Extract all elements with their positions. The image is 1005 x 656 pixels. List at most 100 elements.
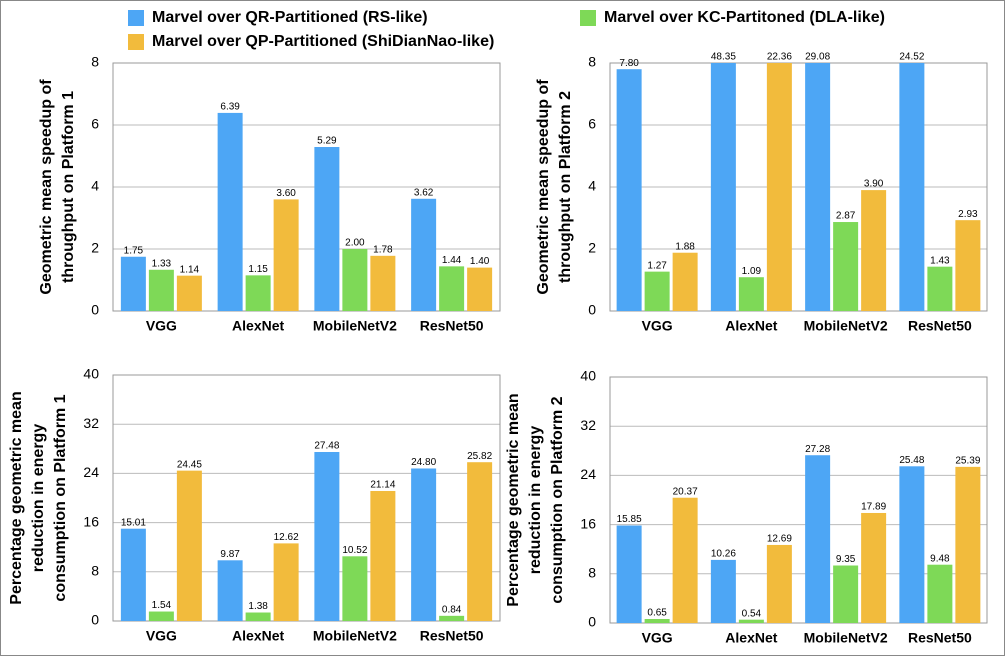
bar — [833, 565, 859, 623]
y-axis-label: consumption on Platform 1 — [52, 394, 69, 601]
bar — [738, 619, 764, 623]
value-label: 0.84 — [442, 604, 462, 615]
value-label: 1.33 — [152, 258, 172, 269]
y-axis-label: throughput on Platform 1 — [60, 91, 77, 283]
value-label: 22.36 — [767, 52, 792, 63]
bar — [738, 277, 764, 311]
bar — [273, 199, 299, 311]
value-label: 1.78 — [373, 244, 393, 255]
bar — [805, 455, 831, 623]
x-tick-label: ResNet50 — [420, 318, 484, 334]
bar — [672, 497, 698, 623]
y-tick-label: 2 — [588, 240, 596, 256]
value-label: 1.40 — [470, 256, 490, 267]
bar — [411, 198, 437, 311]
bar — [672, 252, 698, 311]
bar — [861, 190, 887, 311]
value-label: 6.39 — [220, 102, 240, 113]
value-label: 25.39 — [955, 455, 980, 466]
plot-frame — [112, 62, 501, 312]
x-tick-label: VGG — [642, 630, 673, 646]
value-label: 9.35 — [836, 554, 856, 565]
x-tick-label: AlexNet — [232, 318, 284, 334]
y-tick-label: 6 — [588, 116, 596, 132]
y-axis-label: reduction in energy — [30, 424, 47, 573]
x-tick-label: VGG — [146, 628, 177, 644]
y-tick-label: 16 — [580, 515, 596, 531]
bar — [927, 564, 953, 623]
value-label: 27.28 — [805, 444, 830, 455]
bar — [120, 256, 146, 311]
y-tick-label: 4 — [588, 178, 596, 194]
bar — [805, 63, 831, 311]
y-tick-label: 8 — [588, 565, 596, 581]
value-label: 1.38 — [248, 601, 268, 612]
value-label: 48.35 — [711, 52, 736, 63]
bar — [314, 147, 340, 311]
value-label: 1.15 — [248, 264, 268, 275]
y-axis-label: Geometric mean speedup of — [38, 79, 55, 295]
y-tick-label: 24 — [83, 464, 99, 480]
y-tick-label: 8 — [91, 54, 99, 70]
bar — [710, 63, 736, 311]
bar — [120, 528, 146, 621]
value-label: 12.69 — [767, 534, 792, 545]
bar — [766, 544, 792, 623]
value-label: 3.90 — [864, 179, 884, 190]
value-label: 1.88 — [675, 241, 695, 252]
value-label: 1.75 — [124, 245, 144, 256]
value-label: 24.52 — [899, 52, 924, 63]
plot-frame — [609, 376, 988, 624]
bars — [120, 112, 493, 311]
bar — [467, 267, 493, 311]
value-label: 12.62 — [274, 532, 299, 543]
value-label: 1.09 — [742, 266, 762, 277]
x-tick-label: ResNet50 — [908, 630, 972, 646]
x-tick-label: VGG — [642, 318, 673, 334]
value-label: 27.48 — [314, 441, 339, 452]
bar — [342, 556, 368, 621]
bar — [899, 63, 925, 311]
value-label: 3.60 — [276, 188, 296, 199]
value-label: 20.37 — [673, 486, 698, 497]
y-tick-label: 0 — [588, 302, 596, 318]
x-tick-label: MobileNetV2 — [313, 628, 397, 644]
bar — [217, 560, 243, 621]
bar — [148, 611, 174, 621]
y-tick-label: 40 — [580, 368, 596, 384]
value-label: 7.80 — [619, 58, 639, 69]
plot-frame — [112, 374, 501, 622]
x-tick-label: AlexNet — [725, 630, 777, 646]
bar — [644, 271, 670, 311]
y-tick-label: 0 — [91, 612, 99, 628]
y-axis-label: consumption on Platform 2 — [549, 396, 566, 603]
y-tick-label: 8 — [91, 563, 99, 579]
x-tick-label: MobileNetV2 — [804, 630, 888, 646]
bar — [766, 63, 792, 311]
value-label: 0.54 — [742, 608, 762, 619]
legend-label: Marvel over QP-Partitioned (ShiDianNao-l… — [152, 33, 494, 50]
plot-frame — [609, 62, 988, 312]
y-tick-label: 8 — [588, 54, 596, 70]
bar — [176, 470, 202, 621]
x-tick-label: VGG — [146, 318, 177, 334]
y-tick-label: 0 — [588, 614, 596, 630]
bar — [927, 266, 953, 311]
value-label: 1.54 — [152, 600, 172, 611]
value-label: 1.43 — [930, 255, 950, 266]
bar — [644, 619, 670, 623]
value-label: 24.80 — [411, 457, 436, 468]
y-tick-label: 40 — [83, 366, 99, 382]
value-label: 9.87 — [220, 549, 240, 560]
value-label: 0.65 — [647, 608, 667, 619]
bar — [411, 468, 437, 621]
bar — [342, 249, 368, 311]
y-tick-label: 32 — [83, 415, 99, 431]
y-tick-label: 6 — [91, 116, 99, 132]
value-label: 2.00 — [345, 238, 365, 249]
value-label: 21.14 — [370, 480, 395, 491]
value-label: 1.27 — [647, 260, 667, 271]
y-tick-label: 4 — [91, 178, 99, 194]
bars — [120, 451, 493, 621]
